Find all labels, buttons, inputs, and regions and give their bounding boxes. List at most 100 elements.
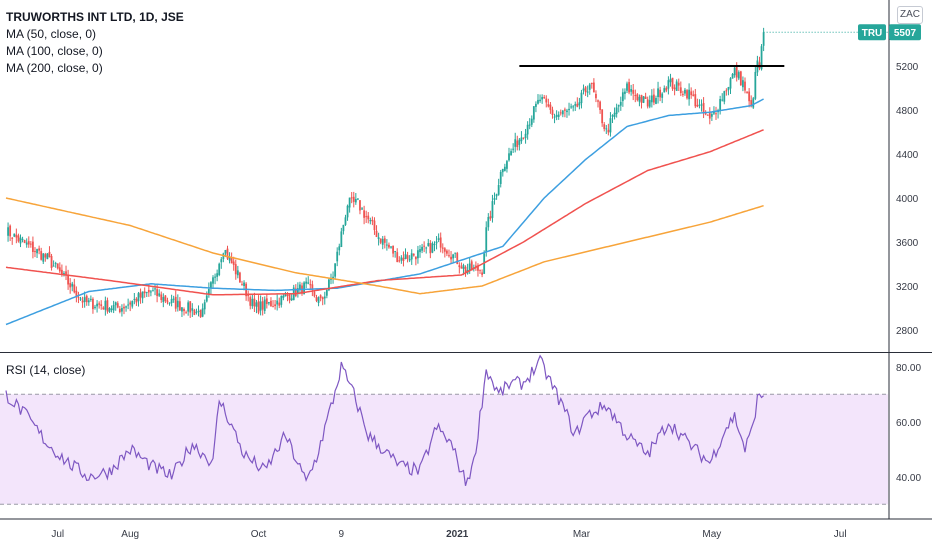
candle-body bbox=[330, 278, 332, 280]
candle-body bbox=[642, 96, 645, 103]
candle-body bbox=[634, 95, 637, 97]
candle-body bbox=[164, 295, 167, 302]
candle-body bbox=[29, 243, 32, 245]
candle-body bbox=[87, 300, 90, 303]
candle-body bbox=[464, 266, 467, 273]
candle-body bbox=[375, 230, 378, 237]
candle-body bbox=[597, 100, 599, 102]
candle-body bbox=[13, 233, 16, 237]
candle-body bbox=[158, 293, 161, 296]
candle-body bbox=[15, 234, 18, 238]
candle-body bbox=[508, 153, 510, 161]
candle-body bbox=[443, 248, 446, 252]
candle-body bbox=[25, 242, 28, 245]
candle-body bbox=[369, 220, 372, 222]
x-tick: Mar bbox=[573, 529, 591, 540]
candle-body bbox=[665, 87, 668, 91]
candle-body bbox=[357, 198, 359, 200]
candle-body bbox=[79, 298, 82, 300]
candle-body bbox=[458, 265, 461, 268]
candle-body bbox=[640, 94, 643, 103]
candle-body bbox=[702, 102, 705, 113]
candle-body bbox=[497, 185, 500, 195]
candle-body bbox=[700, 104, 703, 106]
ma-line bbox=[5, 129, 764, 296]
candle-body bbox=[232, 261, 235, 265]
candle-body bbox=[288, 294, 291, 301]
candle-body bbox=[694, 94, 697, 107]
candle-body bbox=[139, 292, 142, 298]
candle-body bbox=[474, 265, 477, 267]
candle-body bbox=[197, 310, 200, 312]
candle-body bbox=[704, 112, 707, 115]
candle-body bbox=[286, 294, 289, 296]
candle-body bbox=[737, 72, 740, 79]
candle-body bbox=[294, 288, 297, 296]
candle-body bbox=[46, 253, 49, 260]
candle-body bbox=[241, 284, 243, 286]
candle-body bbox=[334, 263, 337, 277]
candle-body bbox=[690, 91, 693, 96]
candle-body bbox=[439, 237, 442, 248]
candle-body bbox=[520, 137, 523, 142]
candle-body bbox=[514, 139, 517, 147]
rsi-band bbox=[0, 394, 888, 505]
candle-body bbox=[185, 312, 187, 314]
rsi-y-tick: 80.00 bbox=[896, 363, 921, 374]
candle-body bbox=[584, 87, 587, 93]
candle-body bbox=[592, 82, 595, 93]
candle-body bbox=[398, 260, 401, 262]
candle-body bbox=[172, 298, 175, 300]
candle-body bbox=[94, 306, 96, 308]
candle-body bbox=[7, 227, 9, 236]
candle-body bbox=[346, 205, 349, 218]
candle-body bbox=[470, 261, 473, 271]
candle-body bbox=[305, 281, 308, 284]
candle-body bbox=[673, 87, 676, 90]
compare-symbol-badge[interactable]: ZAC bbox=[897, 6, 923, 24]
candle-body bbox=[650, 95, 653, 103]
candle-body bbox=[152, 290, 154, 292]
candle-body bbox=[713, 111, 715, 114]
candle-body bbox=[137, 293, 140, 302]
candle-body bbox=[315, 296, 318, 301]
candle-body bbox=[479, 269, 481, 271]
candle-body bbox=[522, 137, 525, 139]
candle-body bbox=[417, 250, 419, 259]
x-tick: Jul bbox=[51, 529, 64, 540]
candle-body bbox=[607, 129, 610, 133]
candle-body bbox=[485, 227, 488, 252]
candle-body bbox=[350, 197, 353, 199]
candle-body bbox=[708, 112, 711, 119]
candle-body bbox=[270, 300, 272, 307]
candle-body bbox=[510, 151, 512, 156]
candle-body bbox=[408, 258, 411, 261]
candle-body bbox=[535, 103, 537, 107]
candle-body bbox=[83, 297, 86, 302]
candle-body bbox=[423, 245, 426, 247]
candle-body bbox=[385, 244, 388, 246]
candle-body bbox=[89, 298, 92, 300]
candle-body bbox=[537, 99, 539, 104]
candle-body bbox=[373, 220, 376, 231]
candle-body bbox=[263, 299, 266, 311]
candle-body bbox=[688, 89, 690, 100]
candle-body bbox=[733, 67, 736, 76]
candle-body bbox=[669, 78, 672, 83]
candle-body bbox=[541, 97, 544, 100]
candle-body bbox=[518, 139, 521, 145]
candle-body bbox=[491, 201, 494, 218]
candle-body bbox=[551, 109, 554, 115]
candle-body bbox=[601, 109, 604, 124]
candle-body bbox=[561, 110, 564, 115]
candle-body bbox=[48, 251, 51, 258]
candle-body bbox=[739, 71, 742, 86]
candle-body bbox=[611, 115, 614, 117]
candle-body bbox=[98, 303, 101, 305]
candle-body bbox=[452, 254, 455, 259]
candle-body bbox=[247, 295, 250, 297]
rsi-title: RSI (14, close) bbox=[6, 363, 86, 377]
candle-body bbox=[392, 245, 394, 254]
candle-body bbox=[181, 307, 183, 312]
rsi-y-tick: 60.00 bbox=[896, 418, 921, 429]
